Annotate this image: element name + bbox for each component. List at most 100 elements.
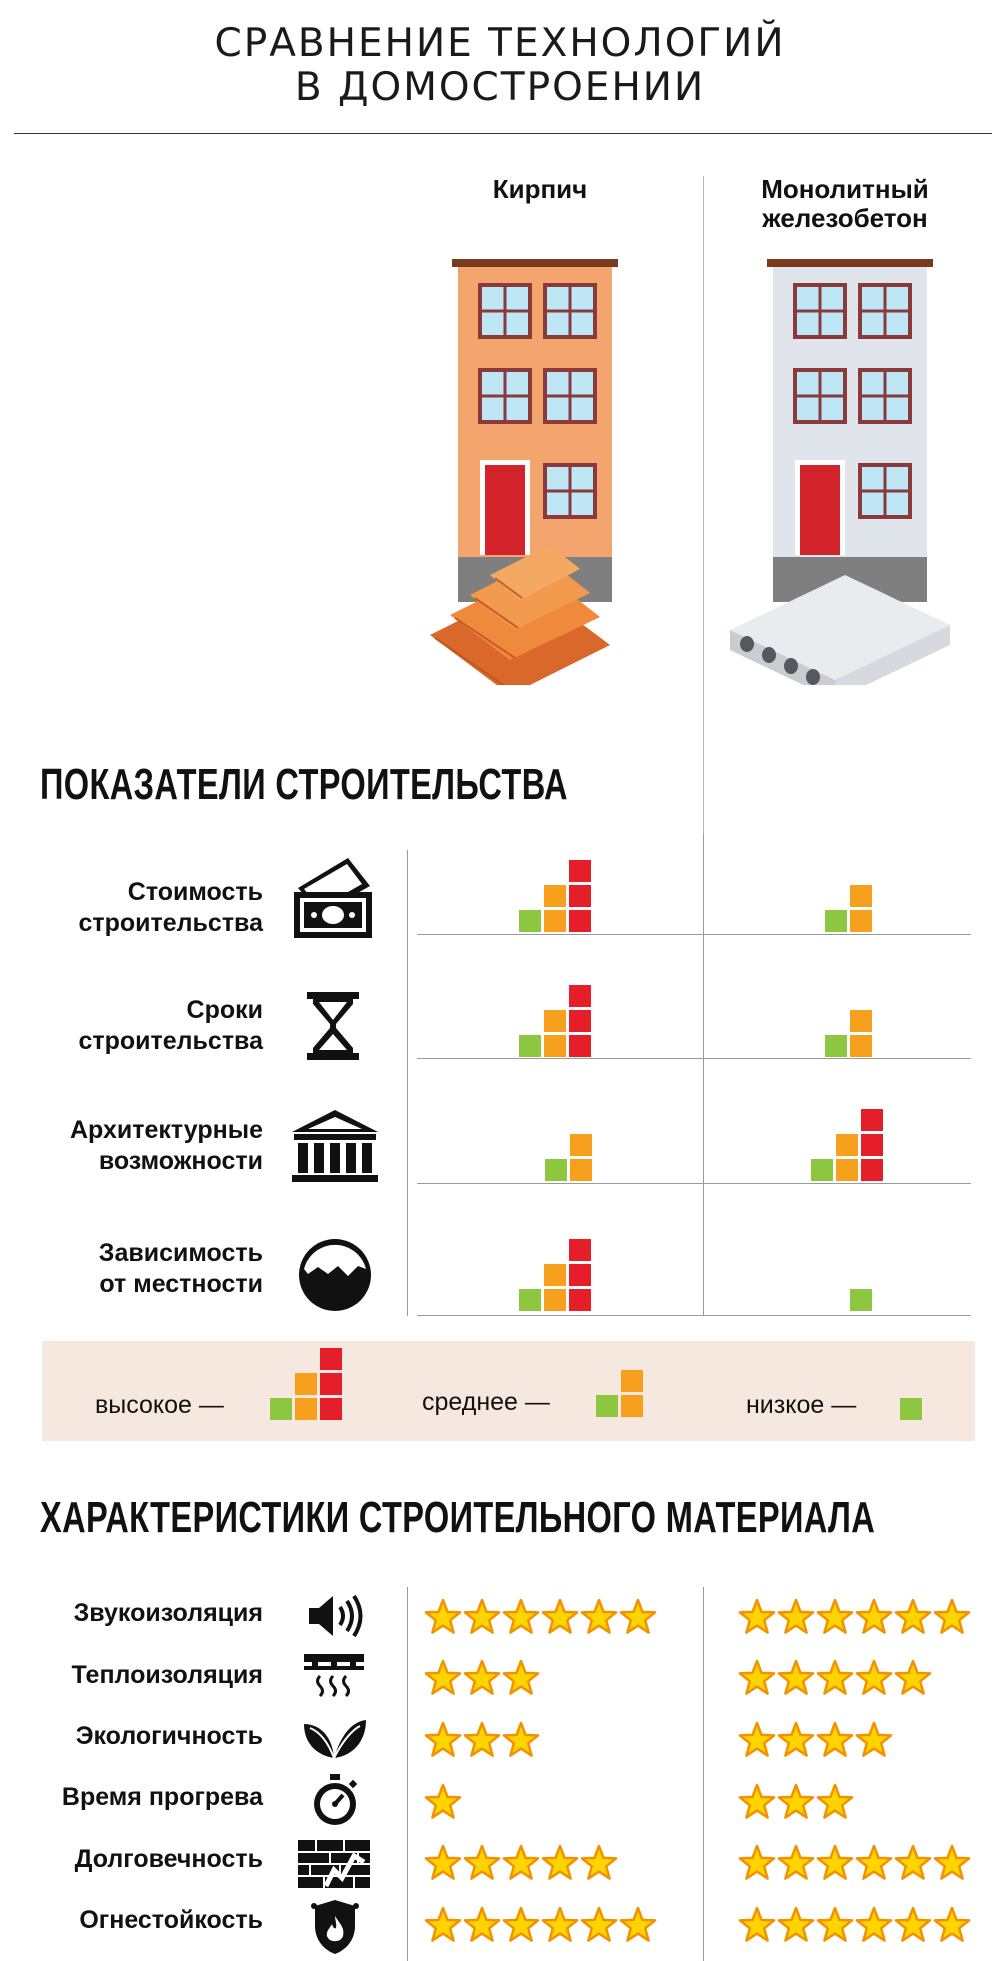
char-5-concrete-star-4: [855, 1906, 893, 1942]
indicator-1-concrete-level-square-2: [850, 1010, 872, 1032]
column-header-concrete: Монолитный железобетон: [720, 175, 970, 233]
characteristics-left-border: [407, 1587, 408, 1961]
legend-label-high: высокое —: [95, 1391, 224, 1419]
indicator-0-brick-level-square-1: [544, 910, 566, 932]
char-0-brick-star-2: [463, 1598, 501, 1634]
char-1-concrete-star-3: [816, 1659, 854, 1695]
indicator-1-concrete-level-square-0: [825, 1035, 847, 1057]
char-3-concrete-star-2: [777, 1783, 815, 1819]
stopwatch-icon: [314, 1774, 358, 1825]
terrain-icon: [299, 1239, 371, 1311]
char-0-brick-star-4: [541, 1598, 579, 1634]
indicator-2-brick-level-square-1: [570, 1159, 592, 1181]
char-0-brick-star-6: [619, 1598, 657, 1634]
columns-building-icon: [292, 1110, 378, 1182]
char-0-brick-star-3: [502, 1598, 540, 1634]
char-0-concrete-star-2: [777, 1598, 815, 1634]
indicator-label-terms-line1: Сроки: [186, 996, 263, 1024]
indicator-1-brick-level-square-4: [569, 1010, 591, 1032]
indicator-3-brick-level-square-3: [569, 1289, 591, 1311]
indicator-3-brick-level-square-0: [519, 1289, 541, 1311]
legend-medium-square-0: [596, 1395, 618, 1417]
char-2-brick-star-3: [502, 1721, 540, 1757]
char-4-brick-star-1: [424, 1844, 462, 1880]
char-1-concrete-star-5: [894, 1659, 932, 1695]
char-4-brick-star-5: [580, 1844, 618, 1880]
char-4-concrete-star-3: [816, 1844, 854, 1880]
char-4-brick-star-2: [463, 1844, 501, 1880]
char-0-concrete-star-5: [894, 1598, 932, 1634]
char-5-brick-star-6: [619, 1906, 657, 1942]
char-4-brick-star-4: [541, 1844, 579, 1880]
indicator-2-brick-level-square-0: [545, 1159, 567, 1181]
heating-icon: [304, 1654, 364, 1698]
indicators-row-divider-1: [417, 934, 971, 935]
indicator-1-brick-level-square-5: [569, 985, 591, 1007]
page-title: СРАВНЕНИЕ ТЕХНОЛОГИЙ В ДОМОСТРОЕНИИ: [0, 22, 1000, 110]
legend-high-square-0: [270, 1398, 292, 1420]
indicator-label-cost-line1: Стоимость: [127, 878, 263, 906]
section-title-material: ХАРАКТЕРИСТИКИ СТРОИТЕЛЬНОГО МАТЕРИАЛА: [40, 1493, 876, 1542]
indicator-0-brick-level-square-4: [569, 885, 591, 907]
char-0-brick-star-1: [424, 1598, 462, 1634]
legend-panel: [42, 1341, 975, 1441]
column-header-concrete-line2: железобетон: [762, 203, 928, 233]
char-5-brick-star-1: [424, 1906, 462, 1942]
char-1-concrete-star-2: [777, 1659, 815, 1695]
char-2-concrete-star-2: [777, 1721, 815, 1757]
char-0-concrete-star-4: [855, 1598, 893, 1634]
indicators-column-divider: [703, 834, 704, 1316]
char-0-concrete-star-1: [738, 1598, 776, 1634]
indicator-label-architecture-line1: Архитектурные: [70, 1116, 263, 1144]
char-2-brick-star-2: [463, 1721, 501, 1757]
char-5-brick-star-5: [580, 1906, 618, 1942]
char-4-concrete-star-6: [933, 1844, 971, 1880]
char-5-concrete-star-3: [816, 1906, 854, 1942]
char-1-concrete-star-1: [738, 1659, 776, 1695]
char-2-brick-star-1: [424, 1721, 462, 1757]
indicator-3-concrete-level-square-0: [850, 1289, 872, 1311]
legend-high-square-1: [295, 1398, 317, 1420]
char-1-concrete-star-4: [855, 1659, 893, 1695]
characteristics-column-divider: [703, 1587, 704, 1961]
title-divider: [14, 133, 992, 134]
page-title-line2: В ДОМОСТРОЕНИИ: [294, 65, 706, 110]
legend-medium-square-1: [621, 1395, 643, 1417]
indicator-0-concrete-level-square-1: [850, 910, 872, 932]
indicator-0-concrete-level-square-0: [825, 910, 847, 932]
legend-label-low: низкое —: [746, 1391, 857, 1419]
cracked-wall-icon: [298, 1840, 370, 1888]
char-5-brick-star-4: [541, 1906, 579, 1942]
hourglass-icon: [307, 992, 359, 1060]
char-1-brick-star-3: [502, 1659, 540, 1695]
indicators-row-divider-2: [417, 1058, 971, 1059]
indicator-label-terrain: Зависимость от местности: [99, 1238, 263, 1300]
char-label-durability: Долговечность: [74, 1845, 263, 1873]
indicators-row-divider-4: [417, 1315, 971, 1316]
column-header-brick: Кирпич: [492, 174, 588, 204]
char-0-concrete-star-6: [933, 1598, 971, 1634]
indicator-1-brick-level-square-2: [544, 1010, 566, 1032]
indicator-1-brick-level-square-0: [519, 1035, 541, 1057]
char-1-brick-star-1: [424, 1659, 462, 1695]
column-divider: [703, 176, 704, 834]
indicators-row-divider-3: [417, 1183, 971, 1184]
indicator-3-brick-level-square-4: [569, 1264, 591, 1286]
legend-high-square-5: [320, 1348, 342, 1370]
indicator-2-concrete-level-square-5: [861, 1109, 883, 1131]
char-4-concrete-star-5: [894, 1844, 932, 1880]
indicator-label-cost: Стоимость строительства: [78, 877, 263, 939]
indicator-2-concrete-level-square-2: [836, 1134, 858, 1156]
indicator-0-brick-level-square-2: [544, 885, 566, 907]
indicator-2-brick-level-square-2: [570, 1134, 592, 1156]
char-0-brick-star-5: [580, 1598, 618, 1634]
money-icon: [294, 858, 372, 938]
leaf-icon: [304, 1720, 366, 1759]
char-1-brick-star-2: [463, 1659, 501, 1695]
indicator-label-terms-line2: строительства: [78, 1027, 263, 1055]
indicator-2-concrete-level-square-4: [861, 1134, 883, 1156]
indicator-0-brick-level-square-0: [519, 910, 541, 932]
indicator-label-architecture-line2: возможности: [98, 1147, 263, 1175]
char-4-brick-star-3: [502, 1844, 540, 1880]
legend-high-square-2: [295, 1373, 317, 1395]
